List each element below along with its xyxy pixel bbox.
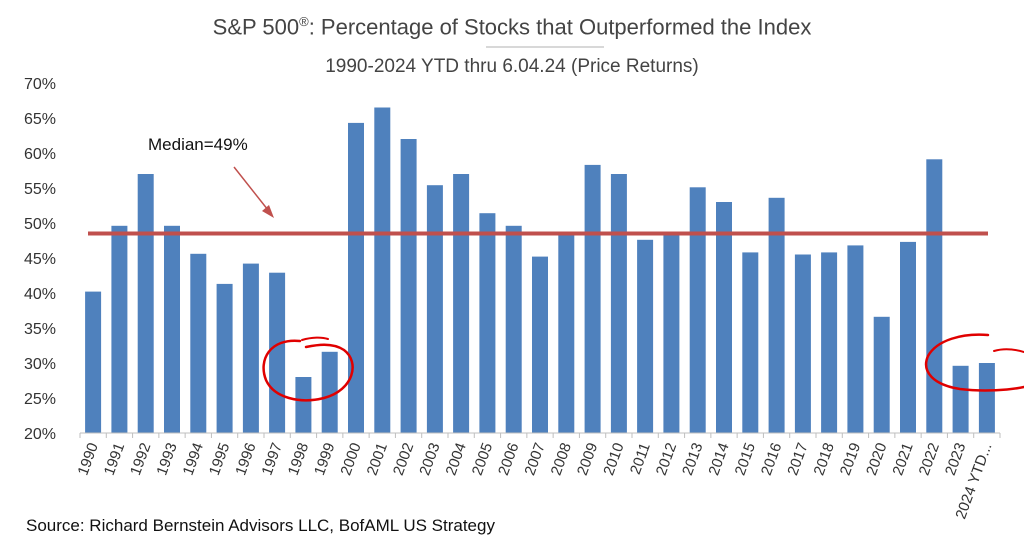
bar-2017 xyxy=(794,254,811,433)
bar-2019 xyxy=(847,245,864,433)
bar-2009 xyxy=(584,164,601,433)
bar-2016 xyxy=(768,197,785,433)
bar-2010 xyxy=(610,174,627,433)
x-tick-label: 2006 xyxy=(495,441,522,478)
bar-2005 xyxy=(479,213,496,433)
bar-2022 xyxy=(926,159,943,434)
x-tick-label: 2003 xyxy=(416,441,443,478)
x-tick-label: 2021 xyxy=(889,441,916,478)
bar-2021 xyxy=(900,241,916,433)
bar-2013 xyxy=(689,187,706,433)
highlight-circle-right-tail xyxy=(993,348,1024,353)
median-label: Median=49% xyxy=(148,135,248,154)
x-tick-label: 2001 xyxy=(364,441,391,478)
x-tick-label: 2010 xyxy=(600,441,627,478)
x-tick-label: 1993 xyxy=(153,441,180,478)
y-tick-label: 45% xyxy=(24,251,56,268)
bar-2011 xyxy=(637,239,654,433)
x-tick-label: 1996 xyxy=(232,441,259,478)
highlight-circle-left-tail xyxy=(301,336,329,341)
x-tick-label: 2008 xyxy=(548,441,575,478)
bar-2007 xyxy=(532,256,548,433)
bar-2004 xyxy=(453,174,470,433)
y-tick-label: 55% xyxy=(24,181,56,198)
bar-2006 xyxy=(505,225,522,433)
bar-1992 xyxy=(137,174,154,433)
bar-1993 xyxy=(164,225,180,433)
x-tick-label: 2011 xyxy=(627,441,654,477)
bar-1994 xyxy=(190,253,207,433)
bar-1999 xyxy=(321,351,338,433)
bar-2001 xyxy=(374,107,391,433)
x-tick-label: 2012 xyxy=(653,441,680,478)
bar-2020 xyxy=(873,316,890,433)
y-tick-label: 70% xyxy=(24,76,56,93)
y-tick-label: 40% xyxy=(24,286,56,303)
bar-1996 xyxy=(242,263,259,433)
x-tick-label: 2022 xyxy=(916,441,943,478)
median-arrow-head xyxy=(262,205,274,218)
x-tick-label: 2007 xyxy=(521,441,548,478)
x-tick-label: 1994 xyxy=(180,441,207,478)
bar-2002 xyxy=(400,139,417,433)
y-tick-label: 65% xyxy=(24,111,56,128)
y-tick-label: 30% xyxy=(24,356,56,373)
x-tick-label: 1995 xyxy=(206,441,233,478)
x-tick-label: 2009 xyxy=(574,441,601,478)
y-tick-label: 25% xyxy=(24,391,56,408)
bar-2014 xyxy=(716,202,732,433)
x-tick-label: 2020 xyxy=(863,441,890,478)
y-tick-label: 20% xyxy=(24,426,56,443)
x-tick-label: 2019 xyxy=(837,441,864,478)
x-tick-label: 2023 xyxy=(942,441,969,478)
x-tick-label: 2014 xyxy=(705,441,732,478)
bar-1998 xyxy=(295,377,312,433)
bar-1997 xyxy=(269,272,286,433)
bar-1990 xyxy=(85,291,102,433)
bar-1995 xyxy=(216,283,233,433)
bar-2000 xyxy=(348,122,364,434)
x-tick-label: 1991 xyxy=(101,441,128,478)
y-tick-label: 35% xyxy=(24,321,56,338)
x-tick-label: 1999 xyxy=(311,441,338,478)
x-tick-label: 2016 xyxy=(758,441,785,478)
x-tick-label: 2002 xyxy=(390,441,417,478)
x-tick-label: 1997 xyxy=(259,441,286,478)
x-tick-label: 2017 xyxy=(784,441,811,478)
bar-2008 xyxy=(558,233,575,433)
bar-2015 xyxy=(742,252,759,433)
x-tick-label: 2015 xyxy=(732,441,759,478)
x-tick-label: 2005 xyxy=(469,441,496,478)
x-tick-label: 2018 xyxy=(811,441,838,478)
bar-2012 xyxy=(663,233,680,433)
x-tick-label: 1992 xyxy=(127,441,154,478)
bar-2023 xyxy=(952,365,969,433)
x-tick-label: 1998 xyxy=(285,441,312,478)
median-arrow-shaft xyxy=(233,166,269,211)
chart-title: S&P 500®: Percentage of Stocks that Outp… xyxy=(212,14,812,40)
bar-2003 xyxy=(426,185,443,433)
y-tick-label: 50% xyxy=(24,216,56,233)
bar-2018 xyxy=(821,252,838,433)
source-note: Source: Richard Bernstein Advisors LLC, … xyxy=(26,516,495,535)
chart-subtitle: 1990-2024 YTD thru 6.04.24 (Price Return… xyxy=(325,56,699,77)
x-tick-label: 2004 xyxy=(443,441,470,478)
highlight-circle-left xyxy=(262,339,354,402)
x-tick-label: 1990 xyxy=(75,441,102,478)
bar-1991 xyxy=(111,225,128,433)
y-tick-label: 60% xyxy=(24,146,56,163)
x-tick-label: 2000 xyxy=(337,441,364,478)
x-tick-label: 2013 xyxy=(679,441,706,478)
bar-2024 xyxy=(978,363,995,433)
highlight-circle-right xyxy=(925,333,1024,392)
